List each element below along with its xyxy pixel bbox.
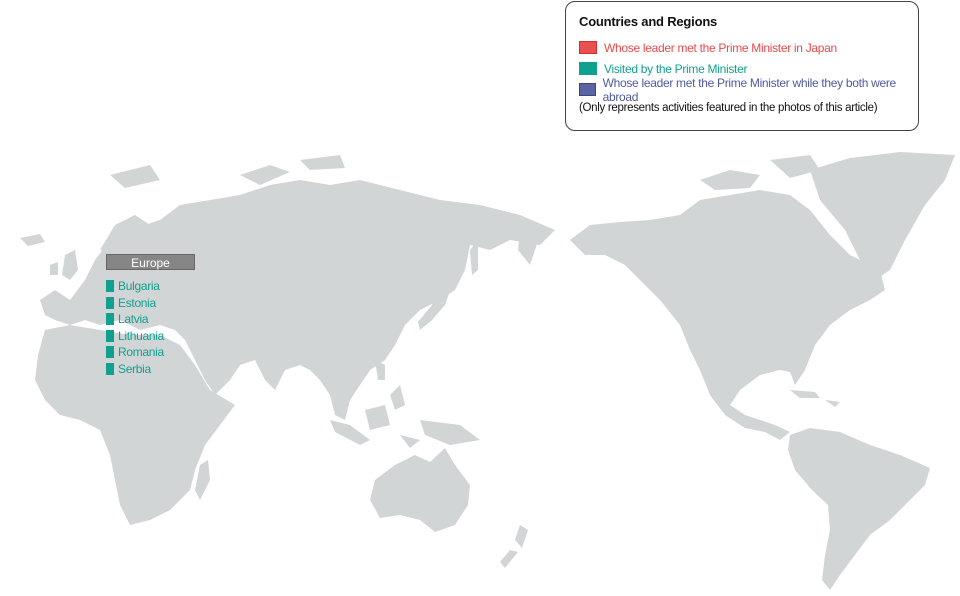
- region-title: Europe: [106, 254, 195, 270]
- arctic-islands: [110, 155, 345, 188]
- uk-ireland: [50, 250, 78, 280]
- visited-marker: [106, 329, 114, 342]
- sakhalin-kamchatka: [470, 230, 540, 275]
- legend-note: (Only represents activities featured in …: [579, 102, 878, 114]
- southeast-asia-islands: [330, 360, 480, 448]
- visited-marker: [106, 346, 114, 359]
- legend-label: Visited by the Prime Minister: [604, 61, 748, 76]
- legend-label: Whose leader met the Prime Minister whil…: [602, 75, 897, 104]
- country-name: Estonia: [118, 295, 156, 310]
- country-name: Romania: [118, 345, 164, 360]
- iceland: [20, 234, 45, 246]
- madagascar: [195, 460, 210, 500]
- legend-item-met-abroad: Whose leader met the Prime Minister whil…: [579, 76, 905, 104]
- country-name: Bulgaria: [118, 279, 160, 294]
- greenland: [810, 152, 955, 280]
- country-item: Romania: [106, 344, 195, 361]
- legend-swatch-red: [579, 41, 597, 54]
- legend-swatch-blue: [579, 83, 596, 96]
- country-item: Bulgaria: [106, 278, 195, 295]
- scandinavia: [100, 215, 150, 255]
- region-europe: Europe Bulgaria Estonia Latvia Lithuania…: [106, 254, 195, 377]
- legend-item-met-in-japan: Whose leader met the Prime Minister in J…: [579, 37, 905, 58]
- visited-marker: [106, 280, 114, 293]
- eurasia: [40, 180, 555, 420]
- africa: [35, 325, 235, 525]
- legend-label: Whose leader met the Prime Minister in J…: [604, 40, 837, 55]
- legend-title: Countries and Regions: [579, 14, 718, 29]
- legend-swatch-green: [579, 62, 597, 75]
- land-masses: [20, 152, 955, 590]
- south-america: [788, 428, 930, 590]
- legend-item-visited: Visited by the Prime Minister: [579, 58, 905, 79]
- visited-marker: [106, 362, 114, 375]
- new-zealand: [500, 525, 528, 568]
- country-item: Serbia: [106, 361, 195, 378]
- north-america: [570, 190, 885, 440]
- country-item: Lithuania: [106, 328, 195, 345]
- country-name: Serbia: [118, 361, 151, 376]
- country-name: Latvia: [118, 312, 149, 327]
- canadian-arctic: [700, 155, 820, 215]
- japan: [418, 260, 452, 330]
- map-legend: Countries and Regions Whose leader met t…: [565, 1, 919, 131]
- visited-marker: [106, 296, 114, 309]
- country-item: Estonia: [106, 295, 195, 312]
- country-name: Lithuania: [118, 328, 165, 343]
- visited-marker: [106, 313, 114, 326]
- australia: [370, 448, 470, 532]
- caribbean: [790, 390, 840, 407]
- country-item: Latvia: [106, 311, 195, 328]
